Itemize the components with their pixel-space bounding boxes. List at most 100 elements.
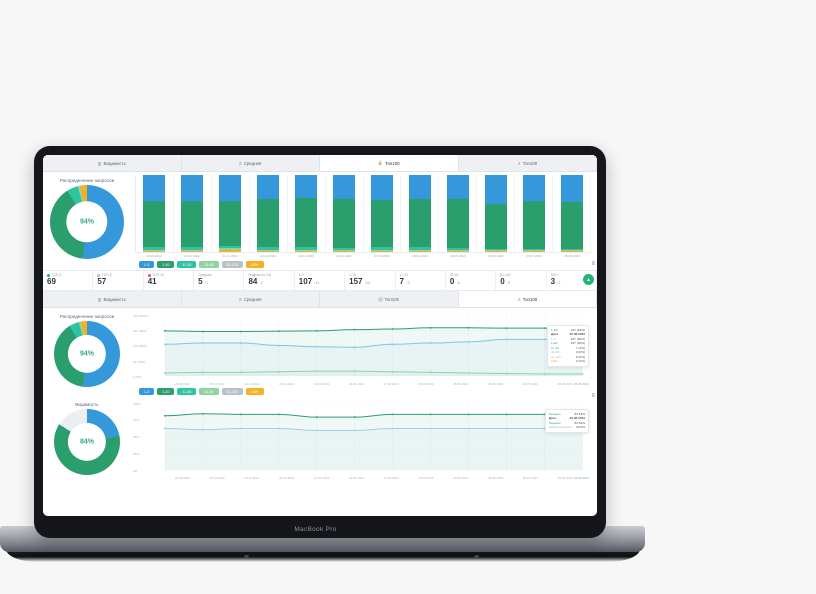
bar-cell[interactable] <box>136 175 174 252</box>
data-point[interactable] <box>201 371 204 374</box>
data-point[interactable] <box>315 329 318 332</box>
data-point[interactable] <box>315 416 318 418</box>
bar-cell[interactable] <box>553 175 592 252</box>
data-point[interactable] <box>163 372 166 374</box>
data-point[interactable] <box>391 343 394 346</box>
kpi-card[interactable]: 11-30 7 ↑3 <box>396 271 446 290</box>
legend-chip-1-10[interactable]: 1-10 <box>157 388 175 395</box>
data-point[interactable] <box>543 338 546 341</box>
data-point[interactable] <box>391 370 394 373</box>
data-point[interactable] <box>391 328 394 330</box>
data-point[interactable] <box>391 427 394 430</box>
kpi-card[interactable]: 51-100 0 ↑3 <box>496 271 547 290</box>
legend-chip-31-50[interactable]: 31-50 <box>199 388 219 395</box>
tab-top-top100-b[interactable]: ⇗ Топ100 <box>458 155 597 171</box>
data-point[interactable] <box>505 413 508 416</box>
legend-chip-31-50[interactable]: 31-50 <box>199 261 219 268</box>
data-point[interactable] <box>201 428 204 431</box>
bar-cell[interactable] <box>477 175 516 252</box>
legend-chip-1-3[interactable]: 1-3 <box>139 261 155 268</box>
bar-cell[interactable] <box>250 175 288 252</box>
stacked-bar[interactable] <box>143 175 166 252</box>
tab-top-visibility[interactable]: ▥ Видимость <box>43 155 182 171</box>
data-point[interactable] <box>353 416 356 418</box>
data-point[interactable] <box>353 328 356 331</box>
tab-top-top100-a[interactable]: 🔒 Топ100 <box>320 155 459 171</box>
data-point[interactable] <box>581 372 584 375</box>
kpi-card[interactable]: 100+ 3 ↑2 <box>547 271 597 290</box>
tab-top-average[interactable]: Σ Средняя <box>181 155 320 171</box>
line-series-рейтинг/личн.кт[interactable] <box>164 427 583 431</box>
data-point[interactable] <box>505 372 508 375</box>
data-point[interactable] <box>467 340 470 343</box>
data-point[interactable] <box>277 427 280 430</box>
data-point[interactable] <box>239 330 242 333</box>
bar-cell[interactable] <box>288 175 326 252</box>
data-point[interactable] <box>239 342 242 344</box>
kpi-card[interactable]: ТОП-3 69 <box>43 271 94 290</box>
line-chart-distribution[interactable]: 200 (120%) 150 (90%) 100 (60%) 50 (30%) 0 (0… <box>133 311 591 386</box>
tab-mid-average[interactable]: Ƨ Средняя <box>181 291 320 307</box>
stacked-bar[interactable] <box>408 175 431 252</box>
data-point[interactable] <box>467 413 470 416</box>
data-point[interactable] <box>315 370 318 373</box>
data-point[interactable] <box>353 429 356 432</box>
stacked-bar[interactable] <box>560 175 583 252</box>
bar-cell[interactable] <box>439 175 478 252</box>
legend-chip-100+[interactable]: 100+ <box>245 261 264 268</box>
stacked-bar[interactable] <box>484 175 507 252</box>
legend-chip-51-100[interactable]: 51-100 <box>221 388 243 395</box>
stacked-bar[interactable] <box>370 175 393 252</box>
stacked-bar[interactable] <box>295 175 318 252</box>
stacked-bar[interactable] <box>522 175 545 252</box>
stacked-bar-chart[interactable] <box>135 175 592 253</box>
legend-chip-11-30[interactable]: 11-30 <box>177 261 197 268</box>
legend-chip-11-30[interactable]: 11-30 <box>177 388 197 395</box>
line-series-1-3[interactable] <box>164 338 583 348</box>
scroll-to-top-button[interactable]: ▲ <box>583 274 594 285</box>
data-point[interactable] <box>277 370 280 373</box>
bar-cell[interactable] <box>326 175 364 252</box>
stacked-bar[interactable] <box>446 175 469 252</box>
data-point[interactable] <box>391 413 394 416</box>
data-point[interactable] <box>239 427 242 430</box>
data-point[interactable] <box>543 372 546 375</box>
data-point[interactable] <box>429 342 432 344</box>
data-point[interactable] <box>429 371 432 374</box>
line-series-1-10[interactable] <box>164 327 583 332</box>
data-point[interactable] <box>505 338 508 341</box>
data-point[interactable] <box>163 427 166 430</box>
tab-mid-top100-b[interactable]: ⇗ Топ100 <box>458 291 597 307</box>
data-point[interactable] <box>353 370 356 373</box>
data-point[interactable] <box>543 327 546 330</box>
data-point[interactable] <box>467 372 470 374</box>
data-point[interactable] <box>505 427 508 430</box>
kpi-card[interactable]: ТОП-5 57 <box>93 271 144 290</box>
legend-chip-1-10[interactable]: 1-10 <box>157 261 175 268</box>
tab-mid-top100-a[interactable]: @ Топ100 <box>320 291 459 307</box>
data-point[interactable] <box>163 414 166 417</box>
stacked-bar[interactable] <box>219 175 242 252</box>
data-point[interactable] <box>429 413 432 416</box>
data-point[interactable] <box>239 371 242 374</box>
data-point[interactable] <box>505 327 508 330</box>
legend-chip-100+[interactable]: 100+ <box>245 388 264 395</box>
line-series-Тендекс[interactable] <box>164 413 583 418</box>
data-point[interactable] <box>353 346 356 349</box>
data-point[interactable] <box>429 326 432 329</box>
data-point[interactable] <box>467 427 470 430</box>
legend-chip-1-3[interactable]: 1-3 <box>139 388 155 395</box>
chart-menu-icon-2[interactable]: ≡ <box>591 393 595 399</box>
bar-cell[interactable] <box>174 175 212 252</box>
bar-cell[interactable] <box>515 175 554 252</box>
bar-cell[interactable] <box>401 175 440 252</box>
line-chart-visibility[interactable]: 100% 75% 50% 25% 0% 23.09.2022 25.10.2022 29.11… <box>133 399 591 480</box>
bar-cell[interactable] <box>364 175 402 252</box>
stacked-bar[interactable] <box>257 175 280 252</box>
data-point[interactable] <box>429 427 432 430</box>
data-point[interactable] <box>277 344 280 347</box>
kpi-card[interactable]: Средняя 5 ↑1 <box>194 271 245 290</box>
data-point[interactable] <box>315 345 318 348</box>
data-point[interactable] <box>277 330 280 333</box>
legend-chip-51-100[interactable]: 51-100 <box>221 261 243 268</box>
